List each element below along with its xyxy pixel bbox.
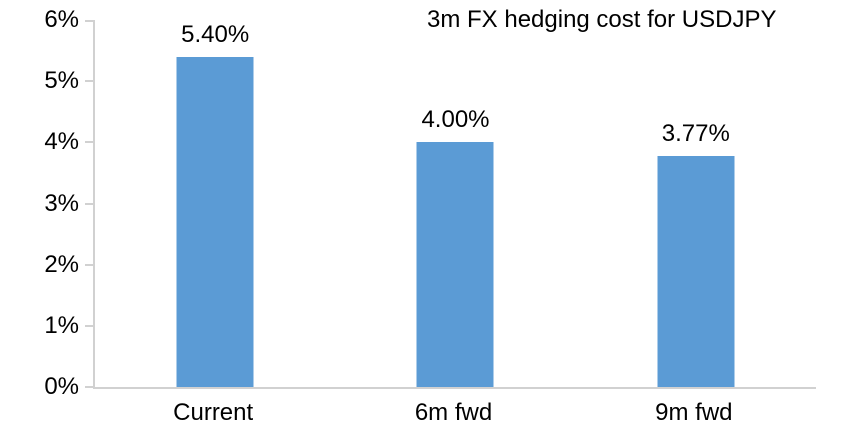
x-axis-labels: Current 6m fwd 9m fwd: [93, 399, 814, 427]
bar-slot: 3.77%: [576, 20, 816, 387]
bars-container: 5.40% 4.00% 3.77%: [95, 20, 816, 387]
y-axis-tick-label: 5%: [44, 67, 79, 95]
bar-slot: 4.00%: [335, 20, 575, 387]
x-category-label: Current: [173, 399, 254, 426]
y-axis-tick-label: 2%: [44, 250, 79, 278]
bar-value-label: 5.40%: [181, 20, 250, 48]
y-axis-tick-label: 3%: [44, 189, 79, 217]
bar-6m-fwd: [416, 142, 494, 387]
y-axis-tick: [85, 386, 93, 388]
y-axis-tick: [85, 202, 93, 205]
y-axis-tick: [85, 141, 93, 144]
plot-area: 0% 1% 2% 3% 4% 5% 6% 5.40% 4.00% 3.77%: [44, 8, 816, 399]
bar-value-label: 4.00%: [421, 106, 490, 134]
y-axis-tick-label: 4%: [44, 128, 79, 156]
bar-current: [176, 56, 254, 387]
y-axis-tick: [85, 20, 93, 22]
y-axis-tick-label: 6%: [44, 6, 79, 33]
y-axis-tick: [85, 324, 93, 327]
x-category-label: 6m fwd: [414, 399, 493, 426]
y-axis-tick-label: 0%: [44, 373, 79, 400]
x-category-label: 9m fwd: [655, 399, 733, 426]
y-axis-tick: [85, 263, 93, 266]
y-axis-tick-label: 1%: [44, 311, 79, 339]
bar-9m-fwd: [657, 156, 735, 387]
chart-title: 3m FX hedging cost for USDJPY: [427, 6, 777, 33]
bar-value-label: 3.77%: [661, 120, 730, 148]
y-axis-tick: [85, 80, 93, 83]
bar-slot: 5.40%: [95, 20, 335, 387]
